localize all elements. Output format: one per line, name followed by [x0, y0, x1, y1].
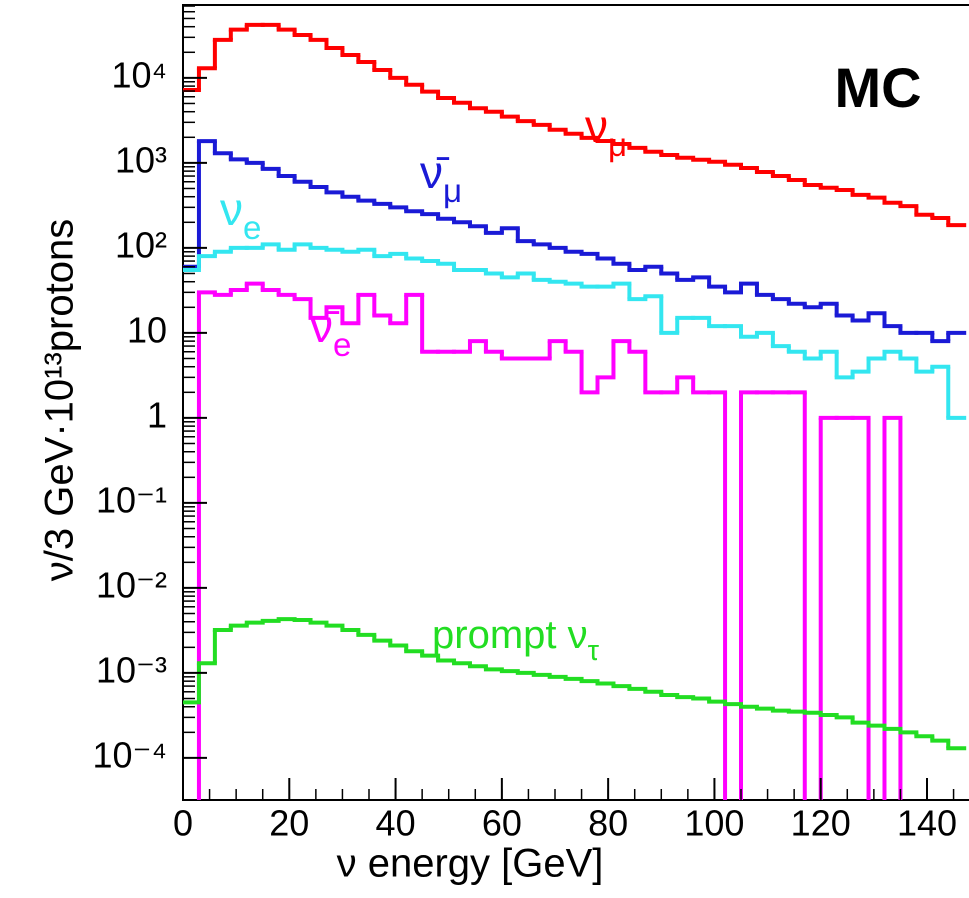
x-tick-label: 140 — [897, 803, 957, 844]
y-tick-label: 10³ — [115, 139, 167, 180]
series — [183, 139, 967, 344]
x-tick-label: 40 — [376, 803, 416, 844]
plot-area — [183, 22, 967, 800]
series-label: prompt ντ — [432, 613, 600, 667]
annotation-mc: MC — [834, 56, 921, 119]
series — [183, 22, 967, 228]
series-label: νμ — [585, 100, 627, 164]
frame — [182, 4, 969, 801]
y-tick-label: 10⁻⁴ — [92, 734, 167, 775]
series — [183, 242, 967, 420]
x-tick-label: 120 — [791, 803, 851, 844]
y-tick-label: 10⁻¹ — [96, 479, 167, 520]
y-tick-label: 10 — [127, 309, 167, 350]
y-tick-label: 1 — [147, 394, 167, 435]
y-tick-label: 10⁴ — [111, 54, 167, 95]
series — [196, 281, 903, 800]
x-tick-label: 100 — [684, 803, 744, 844]
y-tick-label: 10⁻² — [96, 564, 167, 605]
series-label: ν̄μ — [420, 146, 462, 210]
y-tick-label: 10² — [115, 224, 167, 265]
x-tick-label: 0 — [173, 803, 193, 844]
series-label: ν̄e — [310, 300, 351, 364]
x-tick-label: 60 — [482, 803, 522, 844]
x-tick-label: 80 — [588, 803, 628, 844]
y-axis-title: ν/3 GeV·10¹³protons — [38, 219, 82, 581]
series-label: νe — [220, 183, 261, 247]
x-tick-label: 20 — [269, 803, 309, 844]
y-tick-label: 10⁻³ — [96, 649, 167, 690]
x-axis-title: ν energy [GeV] — [337, 842, 604, 886]
series — [183, 617, 967, 751]
